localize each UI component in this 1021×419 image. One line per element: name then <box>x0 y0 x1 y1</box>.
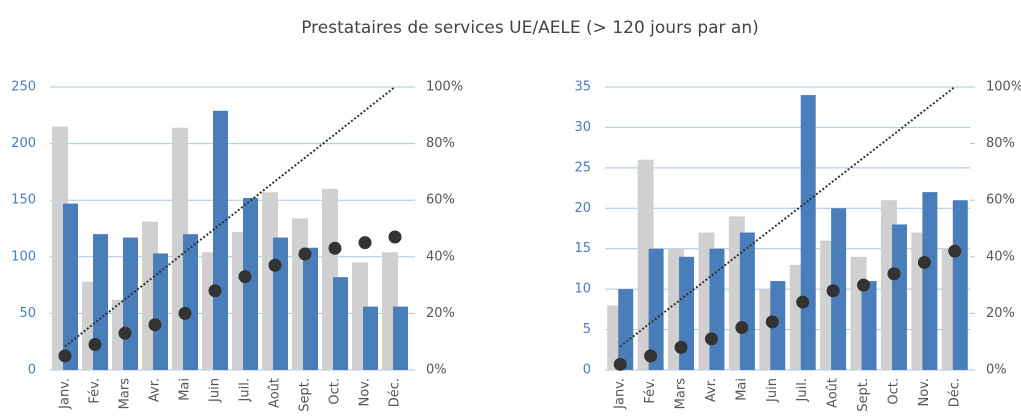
bar <box>618 289 634 370</box>
y-tick-label: 150 <box>11 193 36 208</box>
bar <box>123 237 138 370</box>
y2-tick-label: 60% <box>986 193 1015 208</box>
x-tick-label: Janv. <box>613 378 628 410</box>
target-line <box>64 86 396 348</box>
x-tick-label: Nov. <box>917 378 932 407</box>
bar <box>922 192 938 370</box>
x-tick-label: Oct. <box>886 378 901 405</box>
y2-tick-label: 40% <box>426 249 455 264</box>
bar <box>303 247 318 370</box>
bar <box>63 203 78 370</box>
x-tick-label: Sept. <box>856 378 871 412</box>
x-tick-label: Déc. <box>388 378 403 407</box>
y-tick-label: 20 <box>574 201 591 216</box>
y-tick-label: 25 <box>574 160 591 175</box>
bar <box>243 197 258 370</box>
x-tick-label: Juin <box>208 378 223 403</box>
bar <box>213 110 228 370</box>
dot <box>328 241 342 255</box>
bar <box>273 237 288 370</box>
y2-tick-label: 100% <box>986 80 1021 95</box>
dot <box>238 270 252 284</box>
y-tick-label: 5 <box>583 322 591 337</box>
dot <box>735 321 749 335</box>
bar <box>363 306 378 370</box>
bar <box>93 234 108 370</box>
bar <box>952 200 968 370</box>
x-tick-label: Avr. <box>704 378 719 402</box>
x-tick-label: Fév. <box>88 378 103 404</box>
y2-tick-label: 60% <box>426 193 455 208</box>
y-tick-label: 100 <box>11 249 36 264</box>
dot <box>644 349 658 363</box>
x-tick-label: Juil. <box>238 378 253 402</box>
dot <box>674 340 688 354</box>
y2-tick-label: 100% <box>426 80 463 95</box>
dot <box>178 306 192 320</box>
x-tick-label: Fév. <box>643 378 658 404</box>
x-tick-label: Mars <box>674 378 689 410</box>
y-tick-label: 0 <box>28 363 36 378</box>
x-tick-label: Mai <box>178 378 193 401</box>
dot <box>887 267 901 281</box>
dot <box>917 255 931 269</box>
bar <box>648 248 664 370</box>
chart-title: Prestataires de services UE/AELE (> 120 … <box>301 18 759 38</box>
y2-tick-label: 40% <box>986 249 1015 264</box>
y2-tick-label: 80% <box>426 136 455 151</box>
dot <box>358 236 372 250</box>
target-line <box>619 86 956 348</box>
bar <box>739 232 755 370</box>
x-tick-label: Déc. <box>947 378 962 407</box>
bar <box>153 253 168 370</box>
y-tick-label: 30 <box>574 120 591 135</box>
y2-tick-label: 80% <box>986 136 1015 151</box>
y-tick-label: 0 <box>583 363 591 378</box>
x-tick-label: Nov. <box>358 378 373 407</box>
x-tick-label: Oct. <box>328 378 343 405</box>
dot <box>208 284 222 298</box>
dot <box>857 278 871 292</box>
dot <box>148 318 162 332</box>
y-tick-label: 35 <box>574 80 591 95</box>
dot <box>765 315 779 329</box>
y-tick-label: 10 <box>574 282 591 297</box>
dot <box>613 357 627 371</box>
dot <box>704 332 718 346</box>
x-tick-label: Mai <box>734 378 749 401</box>
dot <box>388 230 402 244</box>
x-tick-label: Juin <box>765 378 780 403</box>
bar <box>891 224 907 370</box>
y-tick-label: 15 <box>574 241 591 256</box>
x-tick-label: Sept. <box>298 378 313 412</box>
bar <box>800 95 816 370</box>
dot <box>88 338 102 352</box>
x-tick-label: Août <box>826 378 841 408</box>
y2-tick-label: 0% <box>426 363 447 378</box>
dot <box>948 244 962 258</box>
x-tick-label: Mars <box>118 378 133 410</box>
bar <box>393 306 408 370</box>
bar <box>770 281 786 370</box>
y-tick-label: 200 <box>11 136 36 151</box>
y2-tick-label: 20% <box>986 306 1015 321</box>
bar <box>333 277 348 370</box>
bar <box>183 234 198 370</box>
x-tick-label: Avr. <box>148 378 163 402</box>
dot <box>58 349 72 363</box>
x-tick-label: Août <box>268 378 283 408</box>
y2-tick-label: 20% <box>426 306 455 321</box>
y-tick-label: 50 <box>19 306 36 321</box>
dot <box>268 258 282 272</box>
x-tick-label: Janv. <box>58 378 73 410</box>
dot <box>298 247 312 261</box>
bar <box>861 281 877 370</box>
dot <box>796 295 810 309</box>
dot <box>118 326 132 340</box>
dot <box>826 284 840 298</box>
y2-tick-label: 0% <box>986 363 1007 378</box>
x-tick-label: Juil. <box>795 378 810 402</box>
y-tick-label: 250 <box>11 80 36 95</box>
